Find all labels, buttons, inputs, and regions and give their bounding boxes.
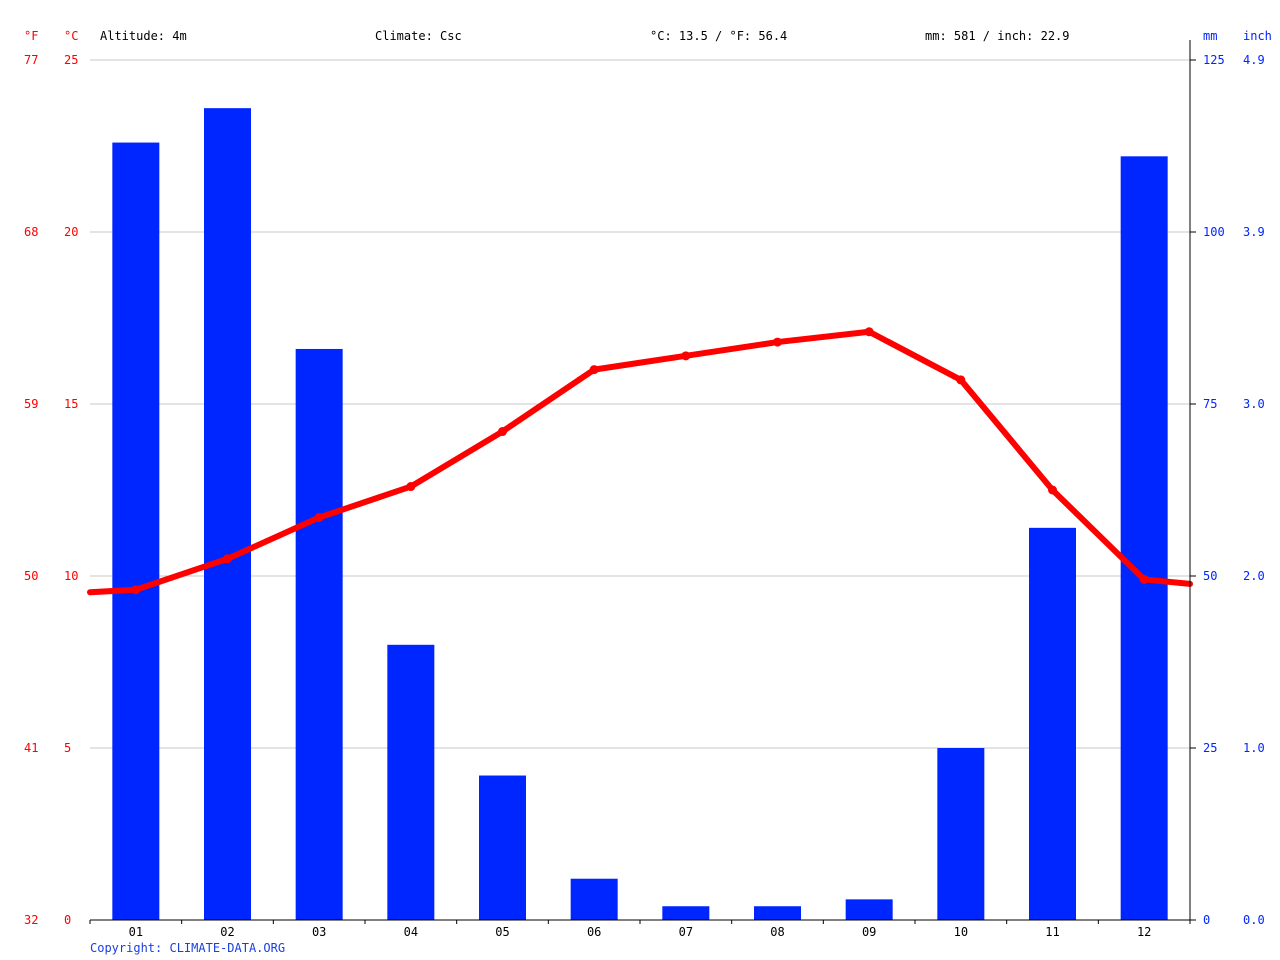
- temperature-point: [864, 327, 874, 337]
- x-tick-label: 11: [1045, 925, 1059, 939]
- gridlines: [90, 59, 1190, 749]
- temperature-point: [956, 375, 966, 385]
- x-tick-label: 09: [862, 925, 876, 939]
- x-tick-label: 05: [495, 925, 509, 939]
- temperature-point: [1048, 485, 1057, 495]
- temperature-point: [681, 351, 691, 361]
- unit-inch-label: inch: [1243, 29, 1272, 43]
- precipitation-bar: [479, 775, 526, 920]
- left-c-tick-label: 5: [64, 741, 71, 755]
- temperature-point: [589, 365, 599, 375]
- temperature-point: [773, 337, 782, 347]
- right-mm-tick-label: 50: [1203, 569, 1217, 583]
- right-inch-tick-label: 2.0: [1243, 569, 1265, 583]
- precipitation-bar: [570, 878, 618, 920]
- x-tick-label: 08: [770, 925, 784, 939]
- temperature-point: [131, 585, 141, 595]
- precipitation-bar: [937, 748, 985, 920]
- precipitation-bar: [112, 142, 160, 920]
- left-f-tick-label: 68: [24, 225, 38, 239]
- left-f-tick-label: 59: [24, 397, 38, 411]
- precipitation-bar: [204, 108, 251, 920]
- left-f-tick-label: 50: [24, 569, 38, 583]
- precipitation-bar: [387, 644, 435, 920]
- temperature-point: [498, 427, 507, 437]
- temperature-point: [1139, 574, 1149, 584]
- precipitation-bar: [662, 906, 710, 920]
- x-tick-label: 03: [312, 925, 326, 939]
- climate-label: Climate: Csc: [375, 29, 462, 43]
- precipitation-bar: [295, 348, 343, 921]
- left-f-tick-label: 41: [24, 741, 38, 755]
- copyright-link[interactable]: Copyright: CLIMATE-DATA.ORG: [90, 941, 285, 955]
- precipitation-bar: [754, 906, 801, 920]
- right-mm-tick-label: 0: [1203, 913, 1210, 927]
- right-inch-tick-label: 4.9: [1243, 53, 1265, 67]
- right-mm-tick-label: 25: [1203, 741, 1217, 755]
- right-mm-tick-label: 125: [1203, 53, 1225, 67]
- unit-mm-label: mm: [1203, 29, 1217, 43]
- left-f-tick-label: 77: [24, 53, 38, 67]
- temperature-point: [406, 482, 416, 492]
- left-f-tick-label: 32: [24, 913, 38, 927]
- temperature-line-group: [87, 327, 1193, 596]
- axes: 32 0 0 0.041 5 25 1.050 10 50 2.059 15 75 3.068 20 100…: [24, 40, 1265, 939]
- precipitation-bar: [1029, 527, 1076, 920]
- precipitation-bars: [112, 108, 1168, 921]
- x-tick-label: 12: [1137, 925, 1151, 939]
- left-c-tick-label: 15: [64, 397, 78, 411]
- right-inch-tick-label: 3.9: [1243, 225, 1265, 239]
- x-tick-label: 10: [954, 925, 968, 939]
- x-tick-label: 07: [679, 925, 693, 939]
- unit-f-label: °F: [24, 29, 38, 43]
- left-c-tick-label: 25: [64, 53, 78, 67]
- x-tick-label: 04: [404, 925, 418, 939]
- right-inch-tick-label: 1.0: [1243, 741, 1265, 755]
- x-tick-label: 01: [129, 925, 143, 939]
- x-tick-label: 02: [220, 925, 234, 939]
- left-c-tick-label: 20: [64, 225, 78, 239]
- precipitation-summary: mm: 581 / inch: 22.9: [925, 29, 1070, 43]
- precipitation-bar: [1120, 156, 1168, 920]
- precipitation-bar: [845, 899, 893, 920]
- altitude-label: Altitude: 4m: [100, 29, 187, 43]
- right-inch-tick-label: 3.0: [1243, 397, 1265, 411]
- left-c-tick-label: 0: [64, 913, 71, 927]
- unit-c-label: °C: [64, 29, 78, 43]
- right-inch-tick-label: 0.0: [1243, 913, 1265, 927]
- right-mm-tick-label: 100: [1203, 225, 1225, 239]
- left-c-tick-label: 10: [64, 569, 78, 583]
- temperature-summary: °C: 13.5 / °F: 56.4: [650, 29, 787, 43]
- temperature-point: [314, 513, 324, 523]
- temperature-point: [223, 554, 232, 564]
- x-tick-label: 06: [587, 925, 601, 939]
- temperature-line: [87, 328, 1193, 596]
- right-mm-tick-label: 75: [1203, 397, 1217, 411]
